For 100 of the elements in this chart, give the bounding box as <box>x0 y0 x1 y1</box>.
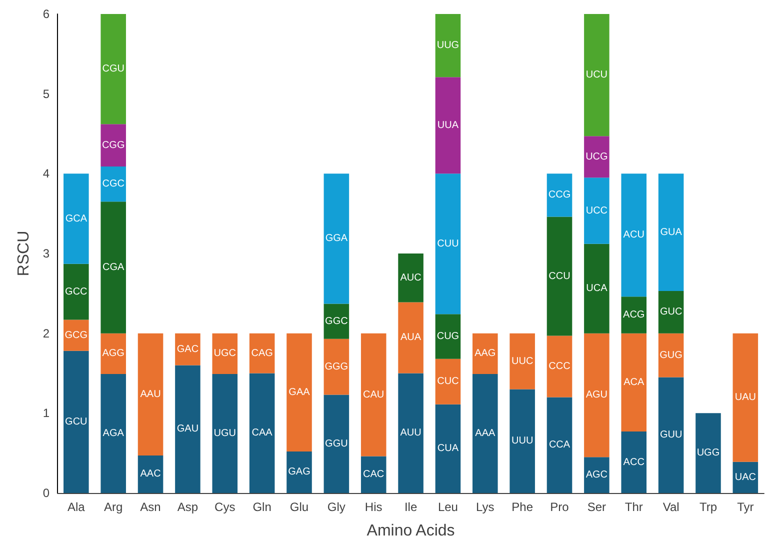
bar <box>472 374 498 493</box>
x-axis-title: Amino Acids <box>366 522 455 540</box>
data-label: GCG <box>64 330 88 341</box>
x-tick-label: Phe <box>512 500 534 514</box>
bar <box>398 302 424 374</box>
data-label: CCA <box>548 440 570 451</box>
data-label: AGU <box>586 390 608 401</box>
x-tick-label: Ile <box>404 500 418 514</box>
data-label: AAG <box>474 348 496 360</box>
data-label: CGG <box>102 140 125 151</box>
data-label: UCA <box>586 283 608 294</box>
data-label: ACA <box>624 376 644 388</box>
bar <box>64 174 89 264</box>
bar <box>435 174 461 314</box>
bar <box>584 457 610 493</box>
data-label: GUU <box>660 430 682 441</box>
bar <box>584 244 610 334</box>
bar <box>286 451 312 493</box>
bar <box>212 333 238 374</box>
data-label: UUU <box>511 436 534 447</box>
bar <box>732 462 758 493</box>
x-tick-label: Asp <box>177 500 198 514</box>
bar <box>100 333 126 374</box>
bar <box>100 374 126 493</box>
bar <box>64 350 89 493</box>
data-label: CCU <box>548 270 570 282</box>
data-label: UAU <box>734 392 756 404</box>
bar <box>138 333 164 456</box>
data-label: CUG <box>436 331 460 342</box>
data-label: GUC <box>660 306 682 318</box>
bar <box>324 174 350 304</box>
bar <box>212 374 238 493</box>
bar <box>360 333 386 456</box>
data-label: GGU <box>325 438 348 450</box>
x-tick-label: Ala <box>67 500 86 514</box>
data-label: GCC <box>65 286 88 298</box>
bar <box>510 333 535 390</box>
x-tick-label: Gln <box>252 500 272 514</box>
x-tick-label: Pro <box>550 500 570 514</box>
y-tick-label: 6 <box>42 7 50 21</box>
data-label: CAC <box>363 469 384 480</box>
data-label: AAC <box>140 468 161 480</box>
x-tick-label: Leu <box>438 500 458 514</box>
x-tick-label: Asn <box>140 500 161 514</box>
y-tick-label: 5 <box>42 86 50 101</box>
bar <box>658 174 684 292</box>
bar <box>621 174 647 297</box>
y-tick-label: 3 <box>42 246 50 260</box>
data-label: CGA <box>102 262 125 273</box>
bar <box>175 365 200 493</box>
bar <box>510 389 535 493</box>
bar <box>138 455 164 493</box>
bar <box>696 413 721 493</box>
bar <box>621 333 647 432</box>
data-label: AUU <box>400 428 422 439</box>
data-label: GCA <box>65 213 88 224</box>
bar <box>324 394 350 493</box>
data-label: CUC <box>437 376 459 388</box>
bar <box>658 291 684 334</box>
bar <box>435 14 461 78</box>
data-label: GAU <box>176 424 199 435</box>
bar <box>324 338 350 395</box>
bar <box>100 166 126 202</box>
bar <box>621 296 647 334</box>
data-label: UAC <box>734 472 756 483</box>
bar <box>584 14 610 136</box>
data-label: UCU <box>586 70 608 81</box>
bar <box>324 304 350 339</box>
bar <box>64 264 89 320</box>
data-label: CGC <box>102 178 124 190</box>
data-label: CAG <box>251 348 274 359</box>
bar <box>658 377 684 493</box>
data-label: GCU <box>65 416 88 428</box>
x-tick-label: His <box>364 500 382 514</box>
y-tick-label: 2 <box>42 326 50 340</box>
bar <box>100 202 126 334</box>
bar <box>398 373 424 493</box>
data-label: AUC <box>400 272 422 284</box>
data-label: UCG <box>586 151 608 162</box>
bar <box>584 136 610 178</box>
bar <box>472 333 498 374</box>
y-tick-label: 4 <box>42 166 50 181</box>
data-label: GGG <box>324 361 348 372</box>
bar <box>435 77 461 174</box>
data-label: AUA <box>400 332 422 344</box>
x-tick-label: Cys <box>214 500 236 514</box>
data-label: CCC <box>548 360 570 372</box>
y-tick-label: 1 <box>42 406 50 420</box>
data-label: CAA <box>252 428 273 439</box>
data-label: ACG <box>623 309 645 320</box>
x-tick-label: Thr <box>624 500 643 514</box>
data-label: GGA <box>325 233 348 244</box>
y-tick-label: 0 <box>42 486 50 500</box>
data-label: ACU <box>623 230 644 241</box>
data-label: AGA <box>102 428 124 440</box>
bar <box>435 358 461 404</box>
bar <box>546 174 572 217</box>
bar <box>584 333 610 458</box>
data-label: ACC <box>623 456 644 468</box>
data-label: UGG <box>696 448 720 459</box>
